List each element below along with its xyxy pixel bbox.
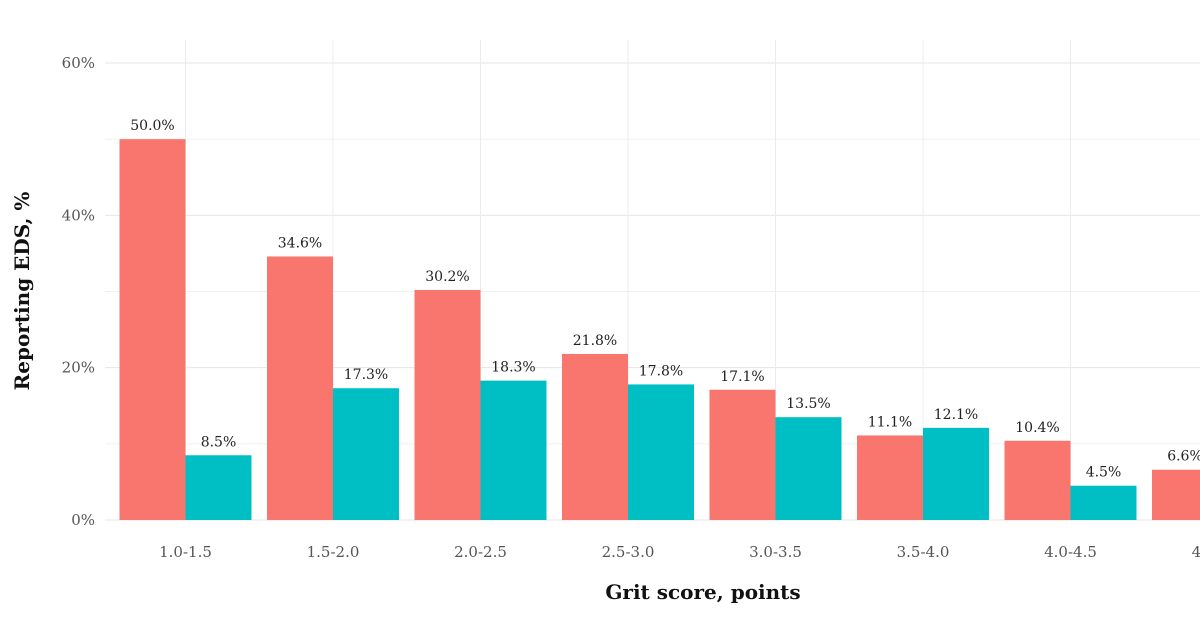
bar xyxy=(185,455,252,520)
bar-value-label: 8.5% xyxy=(201,434,237,450)
bar xyxy=(480,380,547,520)
x-tick-label: 4.0-4.5 xyxy=(1044,543,1097,561)
x-tick-label: 3.5-4.0 xyxy=(897,543,950,561)
bar xyxy=(267,256,333,520)
bar-value-label: 21.8% xyxy=(573,333,617,349)
bar xyxy=(628,384,694,520)
bar-value-label: 34.6% xyxy=(278,235,322,251)
bar-value-label: 11.1% xyxy=(868,414,912,430)
bar xyxy=(1004,440,1071,520)
bar-value-label: 18.3% xyxy=(491,360,535,376)
y-tick-label: 0% xyxy=(71,511,95,529)
bar xyxy=(923,427,989,520)
bar xyxy=(775,417,842,520)
y-tick-label: 60% xyxy=(62,54,95,72)
x-tick-label: 2.5-3.0 xyxy=(602,543,655,561)
tick-labels: 0% 20% 40% 60% 1.0-1.5 1.5-2.0 2.0-2.5 2.5-3.0 3… xyxy=(62,54,1200,561)
x-tick-label: 2.0-2.5 xyxy=(454,543,507,561)
bar-value-label: 50.0% xyxy=(130,118,174,134)
x-tick-label: 1.5-2.0 xyxy=(307,543,360,561)
bar xyxy=(1152,469,1200,520)
bar-value-label: 13.5% xyxy=(786,396,830,412)
bars xyxy=(119,139,1200,520)
y-tick-label: 40% xyxy=(62,206,95,224)
y-axis-title: Reporting EDS, % xyxy=(10,192,34,391)
bar xyxy=(709,389,776,520)
bar xyxy=(333,388,399,520)
bar xyxy=(562,353,628,520)
y-tick-label: 20% xyxy=(62,359,95,377)
bar xyxy=(857,435,923,520)
bar-value-label: 10.4% xyxy=(1015,420,1059,436)
bar-value-label: 6.6% xyxy=(1167,449,1200,465)
bar-value-label: 17.3% xyxy=(344,367,388,383)
bar-value-label: 12.1% xyxy=(934,407,978,423)
bar xyxy=(414,289,481,520)
bar-value-label: 30.2% xyxy=(425,269,469,285)
data-labels: 50.0% 34.6% 30.2% 21.8% 17.1% 11.1% 10.4% 6.6% 8… xyxy=(130,118,1200,481)
bar-value-label: 17.8% xyxy=(639,363,683,379)
x-tick-label: 1.0-1.5 xyxy=(159,543,212,561)
x-tick-label: 4.5-5.0 xyxy=(1192,543,1200,561)
x-axis-title: Grit score, points xyxy=(605,580,800,604)
bar-value-label: 17.1% xyxy=(720,369,764,385)
x-tick-label: 3.0-3.5 xyxy=(749,543,802,561)
bar xyxy=(1070,485,1137,520)
bar xyxy=(119,139,186,520)
gridlines xyxy=(105,40,1200,521)
bar-value-label: 4.5% xyxy=(1086,465,1122,481)
